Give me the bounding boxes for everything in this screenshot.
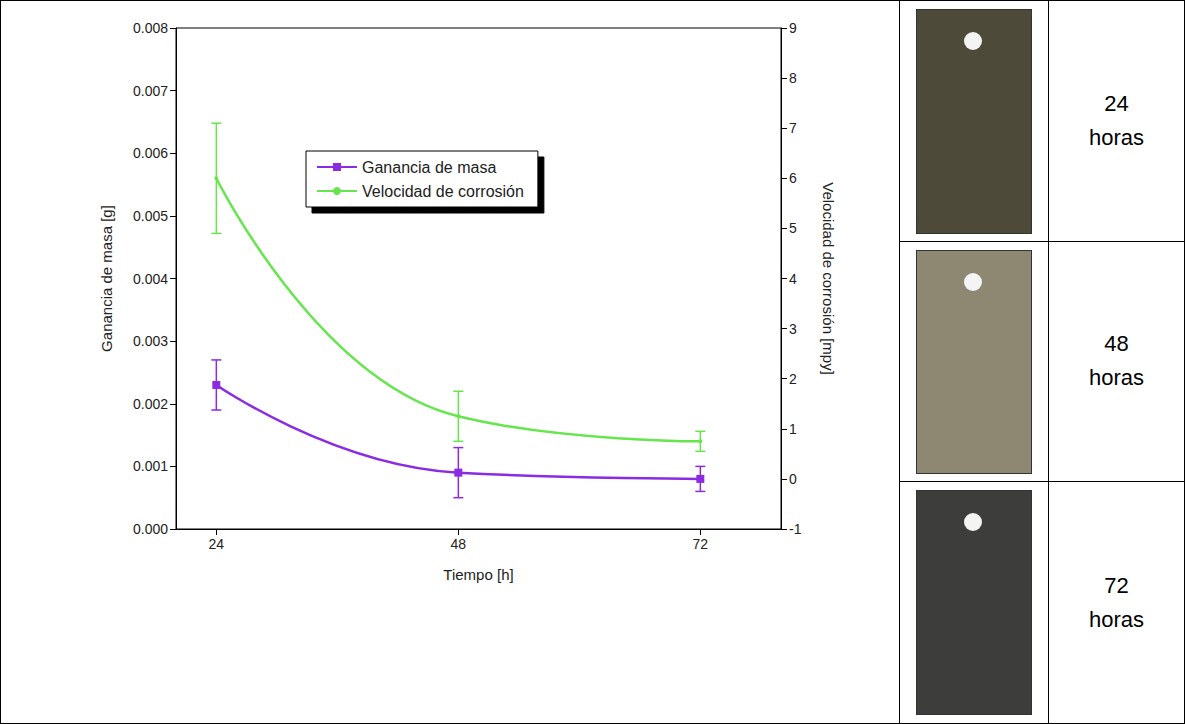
- svg-text:0: 0: [789, 471, 797, 487]
- svg-text:0.008: 0.008: [133, 20, 168, 36]
- svg-text:2: 2: [789, 371, 797, 387]
- svg-text:48: 48: [451, 536, 467, 552]
- svg-text:4: 4: [789, 271, 797, 287]
- svg-text:5: 5: [789, 220, 797, 236]
- svg-text:0.001: 0.001: [133, 458, 168, 474]
- svg-text:Velocidad de corrosión: Velocidad de corrosión: [362, 183, 524, 200]
- svg-text:Tiempo [h]: Tiempo [h]: [443, 566, 513, 583]
- svg-text:-1: -1: [789, 521, 802, 537]
- svg-text:24: 24: [209, 536, 225, 552]
- html-text:24 horas: 24 horas: [1089, 90, 1144, 150]
- svg-text:9: 9: [789, 20, 797, 36]
- svg-text:Ganancia de masa: Ganancia de masa: [362, 159, 496, 176]
- svg-text:0.003: 0.003: [133, 333, 168, 349]
- svg-text:0.005: 0.005: [133, 208, 168, 224]
- svg-text:0.000: 0.000: [133, 521, 168, 537]
- svg-text:0.002: 0.002: [133, 396, 168, 412]
- svg-text:1: 1: [789, 421, 797, 437]
- svg-text:0.007: 0.007: [133, 83, 168, 99]
- svg-text:72: 72: [693, 536, 709, 552]
- svg-text:6: 6: [789, 170, 797, 186]
- svg-text:7: 7: [789, 120, 797, 136]
- svg-text:Velocidad de corrosión [mpy]: Velocidad de corrosión [mpy]: [820, 182, 837, 375]
- svg-text:Ganancia de masa [g]: Ganancia de masa [g]: [98, 205, 115, 352]
- svg-text:3: 3: [789, 321, 797, 337]
- svg-text:0.004: 0.004: [133, 271, 168, 287]
- svg-text:0.006: 0.006: [133, 145, 168, 161]
- svg-text:8: 8: [789, 70, 797, 86]
- html-text:72 horas: 72 horas: [1089, 572, 1144, 632]
- html-text:48 horas: 48 horas: [1089, 331, 1144, 391]
